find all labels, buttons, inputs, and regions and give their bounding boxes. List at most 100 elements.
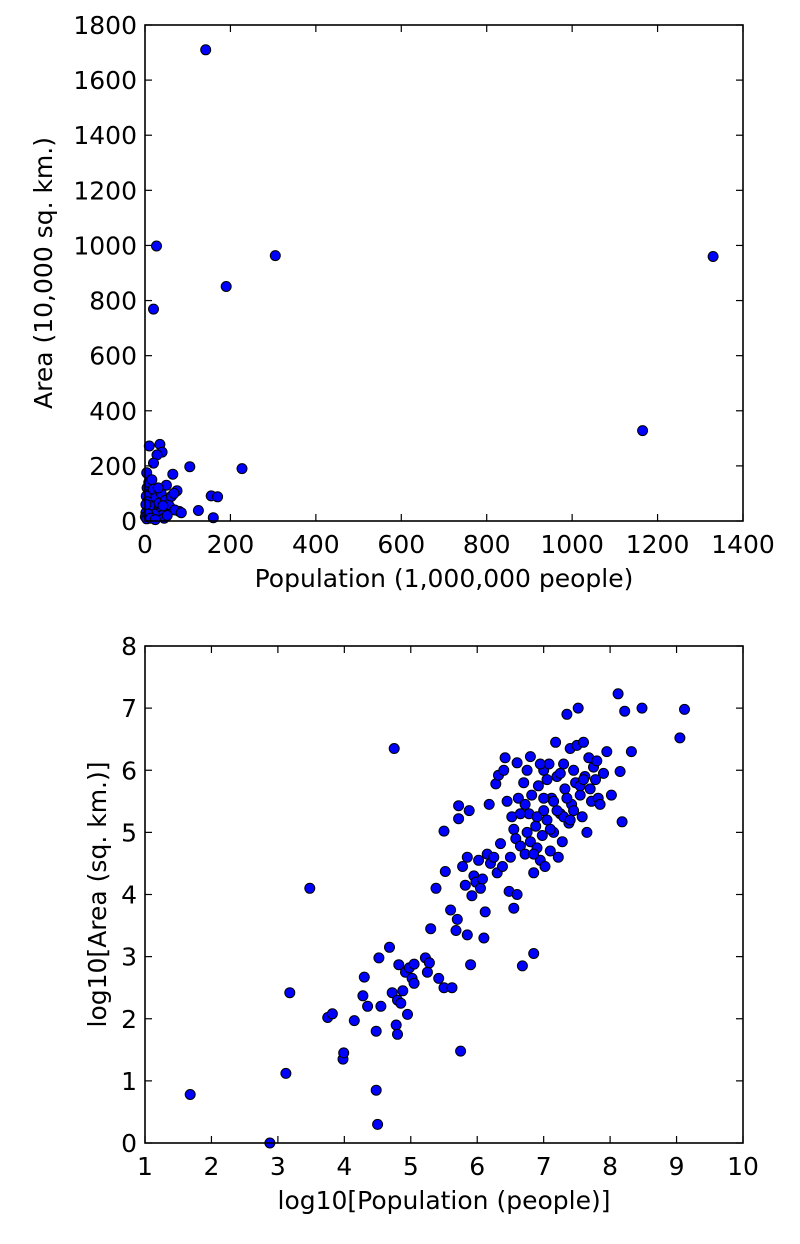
- x-tick-label: 400: [292, 530, 340, 559]
- y-tick-label: 1200: [73, 176, 137, 205]
- data-point: [152, 482, 164, 494]
- data-point: [168, 487, 180, 499]
- data-point: [430, 882, 442, 894]
- data-point: [498, 764, 510, 776]
- data-point: [511, 889, 523, 900]
- data-point: [425, 923, 437, 935]
- data-point: [466, 890, 478, 902]
- data-point: [438, 825, 450, 837]
- data-point: [465, 959, 477, 971]
- data-point: [499, 752, 511, 764]
- data-point: [362, 1000, 374, 1012]
- data-point: [568, 805, 580, 817]
- y-tick-label: 600: [89, 342, 137, 371]
- data-point: [200, 44, 212, 56]
- y-tick-label: 4: [121, 881, 137, 910]
- data-point: [473, 854, 485, 866]
- data-point: [541, 774, 553, 786]
- y-tick-label: 1800: [73, 11, 137, 40]
- data-point: [402, 1008, 413, 1020]
- data-point: [236, 463, 248, 475]
- data-point: [554, 767, 566, 779]
- data-point: [284, 987, 296, 999]
- y-tick-label: 1600: [73, 66, 137, 95]
- data-point: [497, 861, 508, 872]
- data-point: [511, 757, 523, 769]
- data-point: [358, 971, 370, 983]
- y-tick-label: 7: [121, 694, 137, 723]
- y-tick-label: 800: [89, 287, 137, 316]
- x-tick-label: 9: [669, 1152, 685, 1181]
- data-point: [386, 987, 398, 999]
- data-point: [539, 861, 551, 872]
- y-axis-label: Area (10,000 sq. km.): [29, 137, 58, 409]
- data-point: [512, 792, 524, 804]
- data-point: [280, 1067, 292, 1079]
- x-tick-label: 1: [137, 1152, 153, 1181]
- data-point: [616, 816, 628, 828]
- data-point: [483, 798, 495, 810]
- x-tick-label: 8: [602, 1152, 618, 1181]
- data-point: [524, 836, 536, 848]
- area-vs-population-plot: 0 200 400 600 800 1000 1200 1400 0 200 400 600 800 10…: [29, 11, 775, 593]
- data-point: [605, 789, 617, 801]
- data-point: [373, 952, 385, 964]
- data-point: [590, 774, 601, 786]
- data-point: [184, 461, 196, 473]
- x-tick-label: 4: [336, 1152, 352, 1181]
- data-point: [679, 703, 690, 715]
- data-point: [504, 851, 516, 863]
- data-point: [551, 805, 563, 817]
- data-point: [184, 1089, 196, 1100]
- data-point: [581, 826, 593, 838]
- data-point: [304, 882, 316, 894]
- data-point: [508, 823, 520, 835]
- data-point: [532, 780, 544, 792]
- data-point: [528, 848, 540, 860]
- data-point: [370, 1084, 382, 1096]
- data-point: [148, 457, 159, 469]
- y-tick-label: 0: [121, 1129, 137, 1158]
- data-point: [477, 873, 488, 885]
- data-point: [707, 251, 719, 262]
- data-point: [445, 904, 457, 916]
- data-point: [526, 789, 538, 801]
- data-point: [338, 1047, 350, 1059]
- y-tick-label: 400: [89, 397, 137, 426]
- data-point: [461, 929, 473, 941]
- data-point: [524, 751, 536, 763]
- data-point: [326, 1008, 338, 1020]
- data-point: [601, 746, 613, 758]
- data-point: [528, 867, 540, 879]
- data-point: [544, 823, 556, 835]
- data-point: [408, 958, 420, 970]
- data-point: [594, 798, 606, 810]
- data-point: [508, 902, 520, 914]
- data-point: [192, 505, 204, 516]
- data-point: [574, 789, 586, 801]
- data-point: [167, 468, 179, 480]
- data-point: [556, 836, 568, 848]
- axes-frame: [144, 24, 744, 522]
- data-point: [348, 1015, 360, 1027]
- data-point: [450, 925, 462, 936]
- data-point: [453, 813, 465, 825]
- data-point: [561, 792, 573, 804]
- data-point: [538, 792, 550, 804]
- data-point: [446, 982, 458, 994]
- data-point: [146, 474, 158, 486]
- data-point: [488, 851, 500, 863]
- data-point: [161, 510, 173, 521]
- x-tick-label: 200: [207, 530, 255, 559]
- y-tick-label: 1000: [73, 231, 137, 260]
- axes-frame: [144, 645, 744, 1144]
- data-point: [636, 702, 648, 714]
- y-tick-label: 0: [121, 507, 137, 536]
- data-point: [550, 736, 562, 748]
- data-point: [558, 758, 570, 770]
- data-point: [514, 840, 526, 852]
- data-point: [619, 705, 631, 717]
- data-point: [519, 798, 531, 810]
- scatter-points: [139, 44, 719, 526]
